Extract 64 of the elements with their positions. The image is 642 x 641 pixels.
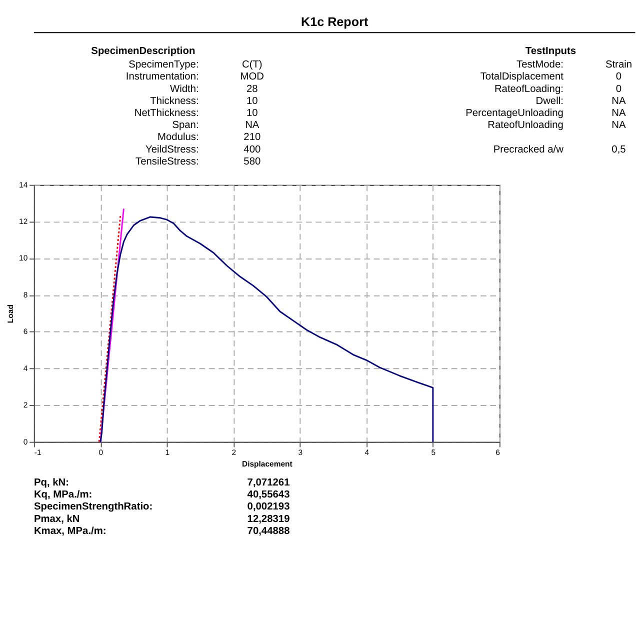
x-tick-label: 6 bbox=[496, 448, 500, 457]
x-axis-title: Displacement bbox=[242, 460, 293, 469]
text: RateofUnloading bbox=[488, 120, 564, 132]
text: SpecimenStrengthRatio: bbox=[34, 502, 153, 513]
text: 210 bbox=[244, 132, 261, 144]
text: 28 bbox=[246, 84, 258, 95]
y-tick-label: 12 bbox=[19, 216, 28, 226]
text: Thickness: bbox=[150, 96, 199, 107]
text: TestInputs bbox=[525, 46, 576, 57]
text: 10 bbox=[246, 96, 258, 107]
text: Width: bbox=[170, 84, 199, 95]
text: 40,55643 bbox=[247, 490, 290, 501]
x-tick-label: 2 bbox=[232, 448, 236, 457]
x-tick-label: 0 bbox=[98, 448, 104, 457]
text: NA bbox=[612, 120, 626, 132]
text: 0,002193 bbox=[247, 502, 290, 513]
text: NA bbox=[245, 120, 260, 132]
text: SpecimenDescription bbox=[91, 46, 196, 57]
text: C(T) bbox=[242, 60, 262, 71]
x-tick-label: 3 bbox=[298, 448, 303, 457]
text: 400 bbox=[244, 144, 261, 156]
text: TotalDisplacement bbox=[480, 72, 564, 83]
line-series bbox=[100, 216, 434, 443]
y-axis-title: Load bbox=[6, 304, 16, 324]
text: Kq, MPa./m: bbox=[34, 490, 92, 501]
text: NA bbox=[612, 96, 626, 107]
y-tick-label: 2 bbox=[23, 400, 28, 410]
text: 580 bbox=[244, 156, 261, 168]
text: Modulus: bbox=[158, 132, 199, 144]
text: Span: bbox=[172, 120, 199, 132]
text: 10 bbox=[246, 108, 258, 119]
text: Dwell: bbox=[536, 96, 564, 107]
x-tick-label: -1 bbox=[34, 448, 42, 457]
text: 0 bbox=[616, 84, 622, 95]
y-tick-label: 4 bbox=[23, 364, 28, 373]
chart-title: K1c Report bbox=[300, 14, 369, 29]
text: Precracked a/w bbox=[493, 144, 564, 156]
text: TestMode: bbox=[516, 60, 564, 71]
x-tick-label: 1 bbox=[165, 448, 170, 457]
x-tick-label: 5 bbox=[431, 448, 436, 457]
text: Kmax, MPa./m: bbox=[34, 526, 106, 537]
y-tick-label: 10 bbox=[19, 254, 28, 263]
y-tick-label: 14 bbox=[19, 180, 28, 190]
y-tick-label: 6 bbox=[23, 327, 28, 336]
text: YeildStress: bbox=[145, 144, 199, 156]
text: PercentageUnloading bbox=[466, 108, 564, 119]
x-tick-label: 4 bbox=[364, 448, 370, 457]
text: RateofLoading: bbox=[494, 84, 564, 95]
text: 0 bbox=[616, 72, 622, 83]
text: Instrumentation: bbox=[126, 72, 199, 83]
text: NetThickness: bbox=[134, 108, 199, 119]
text: Strain bbox=[605, 60, 632, 71]
text: TensileStress: bbox=[135, 156, 199, 168]
text: 70,44888 bbox=[247, 526, 290, 537]
text: 7,071261 bbox=[247, 477, 290, 488]
text: SpecimenType: bbox=[128, 60, 199, 71]
text: 12,28319 bbox=[247, 514, 290, 525]
text: Pq, kN: bbox=[34, 477, 69, 488]
y-tick-label: 8 bbox=[23, 290, 28, 300]
text: NA bbox=[612, 108, 626, 119]
y-tick-label: 0 bbox=[23, 437, 28, 446]
text: MOD bbox=[240, 72, 264, 83]
text: Pmax, kN bbox=[34, 514, 80, 525]
text: 0,5 bbox=[612, 144, 626, 156]
